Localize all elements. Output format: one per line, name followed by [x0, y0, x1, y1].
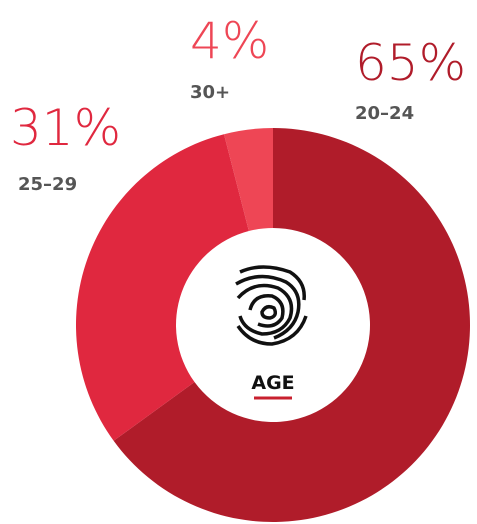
category-label: 20–24 — [355, 103, 414, 124]
value-label: 4% — [190, 12, 269, 70]
slice — [75, 134, 249, 441]
slice — [113, 128, 470, 523]
slice — [224, 128, 273, 232]
value-label: 31% — [10, 99, 121, 157]
category-label: 25–29 — [18, 174, 77, 195]
category-label: 30+ — [190, 82, 230, 103]
center-label: AGE — [251, 372, 294, 394]
center-icon — [235, 265, 308, 346]
value-label: 65% — [355, 34, 466, 92]
donut — [75, 128, 470, 523]
